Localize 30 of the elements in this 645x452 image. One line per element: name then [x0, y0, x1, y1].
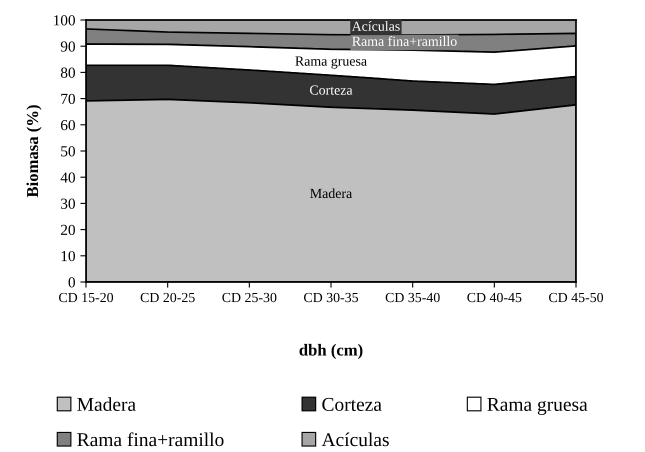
y-tick-label: 60 [60, 120, 75, 130]
y-tick-label: 0 [68, 277, 75, 288]
y-tick-label: 10 [62, 250, 75, 262]
y-tick-label: 90 [60, 41, 75, 52]
legend-label: Rama gruesa [487, 398, 588, 415]
y-tick-label: 80 [60, 68, 75, 78]
legend-label: Rama fina+ramillo [77, 432, 224, 446]
y-tick-label: 20 [60, 224, 75, 236]
legend-label: Corteza [322, 398, 382, 411]
text: Rama fina+ramillo [352, 36, 457, 46]
y-tick-label: 70 [61, 94, 75, 104]
text: Madera [310, 188, 352, 198]
text: Corteza [310, 85, 352, 95]
text: Rama gruesa [295, 56, 367, 69]
y-tick-label: 100 [54, 15, 75, 26]
x-tick-label: CD 15-20 [58, 292, 114, 302]
y-tick-label: 50 [61, 146, 75, 156]
x-tick-label: CD 30-35 [304, 292, 358, 302]
x-tick-label: CD 45-50 [548, 292, 604, 302]
y-axis-title: Biomasa (%) [26, 105, 42, 198]
y-tick-label: 30 [61, 198, 75, 209]
x-tick-label: CD 25-30 [222, 292, 276, 302]
y-tick-label: 40 [60, 172, 75, 183]
text: Acículas [352, 21, 400, 31]
legend-label: Acículas [322, 432, 389, 446]
x-axis-title: dbh (cm) [300, 344, 362, 360]
x-tick-label: CD 40-45 [467, 292, 522, 302]
x-tick-label: CD 35-40 [386, 292, 440, 302]
x-tick-label: CD 20-25 [140, 292, 195, 302]
legend-label: Madera [77, 397, 136, 411]
